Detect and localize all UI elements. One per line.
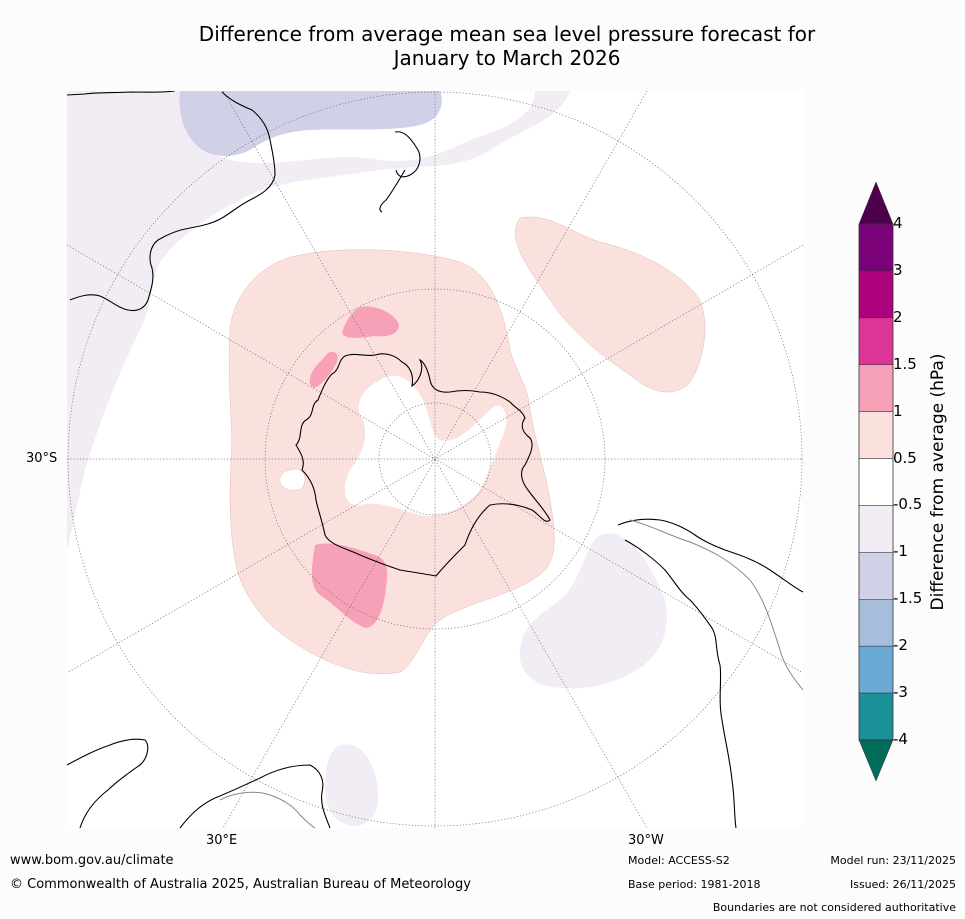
- label-30s: 30°S: [26, 451, 58, 466]
- australia-coastline: [67, 91, 276, 312]
- antarctica-coastline: [295, 353, 551, 577]
- chart-title: Difference from average mean sea level p…: [0, 22, 965, 70]
- positive-anomaly-strong-peninsula: [309, 351, 338, 388]
- label-30w: 30°W: [628, 833, 664, 848]
- coastlines: [67, 91, 803, 828]
- positive-anomaly-strong-weddell: [311, 543, 388, 628]
- colorbar-tick-label: -1: [893, 542, 908, 561]
- colorbar-tick-label: 1.5: [893, 354, 917, 373]
- colorbar-bin: [858, 552, 894, 600]
- footer-copyright: © Commonwealth of Australia 2025, Austra…: [10, 877, 471, 892]
- negative-anomaly-south-region: [325, 744, 379, 826]
- colorbar: [858, 181, 894, 782]
- colorbar-tick-label: 2: [893, 307, 903, 326]
- map-canvas: [67, 91, 803, 828]
- graticule: [67, 91, 803, 828]
- colorbar-tick-label: -0.5: [893, 495, 923, 514]
- footer-website: www.bom.gov.au/climate: [10, 853, 174, 868]
- colorbar-tick-label: -1.5: [893, 589, 923, 608]
- colorbar-tick-label: -2: [893, 636, 908, 655]
- title-line-2: January to March 2026: [393, 46, 621, 70]
- polar-plateau-neutral: [344, 375, 507, 516]
- title-line-1: Difference from average mean sea level p…: [198, 22, 816, 46]
- colorbar-bin: [858, 645, 894, 694]
- colorbar-bin: [858, 692, 894, 741]
- latitude-circle-80: [378, 402, 492, 516]
- meridian-line-3: [222, 91, 648, 828]
- colorbar-tick-label: 1: [893, 401, 903, 420]
- africa-coastline: [67, 738, 331, 828]
- colorbar-bin: [858, 505, 894, 553]
- colorbar-tick-label: 0.5: [893, 448, 917, 467]
- colorbar-bin: [858, 599, 894, 647]
- colorbar-tick-label: -3: [893, 683, 908, 702]
- positive-anomaly-atlantic-blob: [515, 216, 706, 393]
- colorbar-bins: [858, 223, 894, 741]
- colorbar-tick-label: 3: [893, 260, 903, 279]
- colorbar-extend-min: [858, 739, 894, 782]
- negative-anomaly-atlantic-region: [519, 533, 668, 689]
- colorbar-bin: [858, 411, 894, 459]
- positive-anomaly-strong-ross: [342, 306, 399, 338]
- secondary-boundaries: [219, 519, 803, 828]
- africa-inland-boundary: [219, 791, 316, 828]
- footer-base-period: Base period: 1981-2018: [628, 878, 761, 891]
- label-30e: 30°E: [206, 833, 238, 848]
- south-america-coastline: [617, 518, 803, 828]
- colorbar-extend-max: [858, 181, 894, 225]
- colorbar-tick-label: 4: [893, 214, 903, 232]
- colorbar-frame: [858, 223, 894, 741]
- south-america-inland-boundary: [629, 519, 803, 691]
- footer-model: Model: ACCESS-S2: [628, 854, 730, 867]
- footer-model-run: Model run: 23/11/2025: [830, 854, 956, 867]
- new-zealand-coastline: [379, 131, 421, 213]
- negative-anomaly-west-region: [67, 91, 570, 550]
- footer-issued: Issued: 26/11/2025: [849, 878, 956, 891]
- colorbar-bin: [858, 270, 894, 319]
- colorbar-tick-label: -4: [893, 730, 908, 748]
- meridian-line-6: [67, 244, 803, 674]
- colorbar-bin: [858, 458, 894, 506]
- footer-disclaimer: Boundaries are not considered authoritat…: [712, 901, 956, 914]
- meridian-line-4: [222, 91, 648, 828]
- colorbar-bin: [858, 364, 894, 412]
- colorbar-bin: [858, 317, 894, 365]
- colorbar-bin: [858, 223, 894, 272]
- colorbar-axis-label: Difference from average (hPa): [928, 353, 948, 611]
